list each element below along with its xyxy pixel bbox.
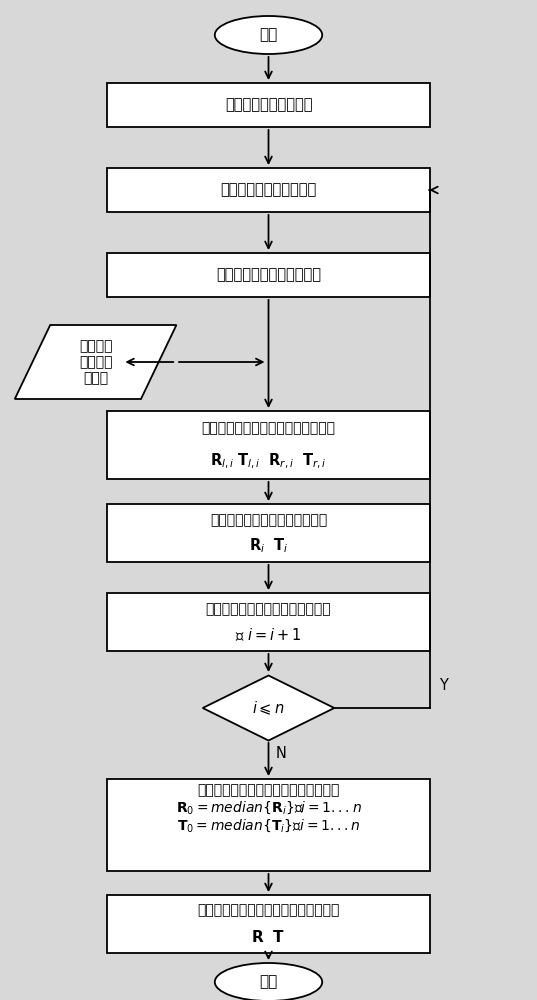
Text: $\mathbf{R}_{l,i}\ \mathbf{T}_{l,i}\ \ \mathbf{R}_{r,i}\ \ \mathbf{T}_{r,i}$: $\mathbf{R}_{l,i}\ \mathbf{T}_{l,i}\ \ \… bbox=[210, 451, 327, 471]
Ellipse shape bbox=[215, 963, 322, 1000]
Text: 内参数: 内参数 bbox=[83, 371, 108, 385]
Text: N: N bbox=[276, 746, 287, 760]
FancyBboxPatch shape bbox=[107, 779, 430, 871]
Text: 计算立体视觉系统结构参数的初始值：: 计算立体视觉系统结构参数的初始值： bbox=[197, 783, 340, 797]
Text: 获取测量系统标定所需图像: 获取测量系统标定所需图像 bbox=[216, 267, 321, 282]
Text: $\mathbf{R}\ \ \mathbf{T}$: $\mathbf{R}\ \ \mathbf{T}$ bbox=[251, 929, 286, 945]
Text: $\mathbf{R}_0 = median\{\mathbf{R}_i\}$，$i=1...n$: $\mathbf{R}_0 = median\{\mathbf{R}_i\}$，… bbox=[176, 800, 361, 816]
Polygon shape bbox=[203, 676, 334, 740]
FancyBboxPatch shape bbox=[107, 895, 430, 953]
Text: 开始: 开始 bbox=[259, 27, 278, 42]
FancyBboxPatch shape bbox=[107, 168, 430, 212]
Text: 左右像机: 左右像机 bbox=[79, 355, 112, 369]
Text: 制作小尺寸二维标定靶: 制作小尺寸二维标定靶 bbox=[225, 98, 312, 112]
Ellipse shape bbox=[215, 16, 322, 54]
FancyBboxPatch shape bbox=[107, 253, 430, 297]
Text: $\mathbf{T}_0 = median\{\mathbf{T}_i\}$，$i=1...n$: $\mathbf{T}_0 = median\{\mathbf{T}_i\}$，… bbox=[177, 818, 360, 834]
Text: 在测量场景中摆放标定靶: 在测量场景中摆放标定靶 bbox=[220, 182, 317, 198]
Text: 计算立体视觉系统的结构参数：: 计算立体视觉系统的结构参数： bbox=[210, 513, 327, 527]
Text: $i\leqslant n$: $i\leqslant n$ bbox=[252, 699, 285, 717]
FancyBboxPatch shape bbox=[107, 504, 430, 562]
Text: 已标定的: 已标定的 bbox=[79, 339, 112, 353]
Text: 立体视觉系统结构参数的非线性优化：: 立体视觉系统结构参数的非线性优化： bbox=[197, 903, 340, 917]
Polygon shape bbox=[14, 325, 176, 399]
FancyBboxPatch shape bbox=[107, 83, 430, 127]
Text: 取 $i=i+1$: 取 $i=i+1$ bbox=[235, 627, 302, 643]
Text: $\mathbf{R}_i\ \ \mathbf{T}_i$: $\mathbf{R}_i\ \ \mathbf{T}_i$ bbox=[249, 537, 288, 555]
FancyBboxPatch shape bbox=[107, 593, 430, 651]
Text: 在测量空间中重新摆放标定靶，并: 在测量空间中重新摆放标定靶，并 bbox=[206, 602, 331, 616]
Text: 计算标定靶至左右摄像机的外参数：: 计算标定靶至左右摄像机的外参数： bbox=[201, 421, 336, 435]
FancyBboxPatch shape bbox=[107, 411, 430, 479]
Text: Y: Y bbox=[439, 678, 447, 694]
Text: 结束: 结束 bbox=[259, 974, 278, 990]
